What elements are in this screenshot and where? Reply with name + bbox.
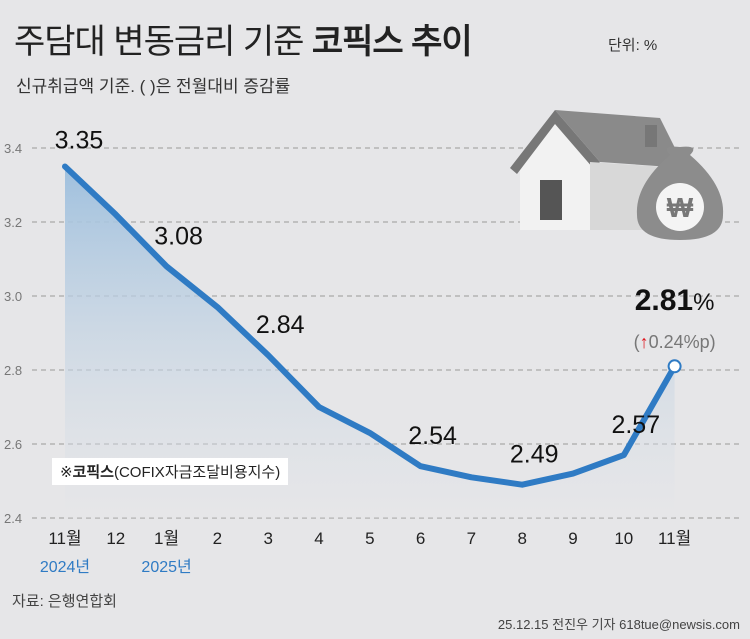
year-label: 2025년 bbox=[141, 558, 191, 576]
data-label: 2.57 bbox=[611, 411, 660, 439]
data-label: 2.49 bbox=[510, 441, 559, 469]
note-bold: 코픽스 bbox=[72, 464, 114, 481]
data-label: 2.84 bbox=[256, 311, 305, 339]
note-mark: ※ bbox=[60, 464, 73, 481]
up-arrow-icon: ↑ bbox=[640, 332, 649, 352]
change-label: (↑0.24%p) bbox=[634, 332, 716, 352]
note-text: (COFIX자금조달비용지수) bbox=[113, 464, 281, 481]
y-tick-label: 3.2 bbox=[4, 215, 22, 230]
x-tick-label: 6 bbox=[416, 529, 425, 548]
won-money-bag-icon: ₩ bbox=[636, 146, 724, 240]
x-tick-label: 7 bbox=[467, 529, 476, 548]
cofix-note: ※코픽스(COFIX자금조달비용지수) bbox=[52, 458, 289, 485]
x-tick-label: 11월 bbox=[48, 529, 81, 548]
y-tick-label: 3.4 bbox=[4, 141, 22, 156]
source: 자료: 은행연합회 bbox=[12, 593, 117, 610]
x-tick-label: 3 bbox=[263, 529, 272, 548]
area-fill bbox=[65, 166, 675, 518]
x-tick-label: 12 bbox=[106, 529, 125, 548]
subtitle: 신규취급액 기준. ( )은 전월대비 증감률 bbox=[16, 77, 291, 96]
page-title: 주담대 변동금리 기준 코픽스 추이 bbox=[14, 14, 473, 63]
data-label: 2.54 bbox=[408, 422, 457, 450]
year-label: 2024년 bbox=[40, 558, 90, 576]
y-tick-label: 3.0 bbox=[4, 289, 22, 304]
unit-label: 단위: % bbox=[608, 37, 658, 54]
y-tick-label: 2.4 bbox=[4, 511, 22, 526]
x-tick-label: 5 bbox=[365, 529, 374, 548]
x-tick-label: 8 bbox=[517, 529, 526, 548]
x-tick-label: 4 bbox=[314, 529, 323, 548]
data-point bbox=[667, 359, 682, 374]
data-label: 3.08 bbox=[154, 222, 203, 250]
title-main: 주담대 변동금리 기준 bbox=[14, 23, 312, 61]
title-emphasis: 코픽스 추이 bbox=[311, 23, 473, 61]
x-tick-label: 10 bbox=[614, 529, 633, 548]
data-label: 3.35 bbox=[55, 127, 104, 155]
series-line bbox=[62, 163, 678, 488]
y-tick-label: 2.8 bbox=[4, 363, 22, 378]
x-tick-label: 9 bbox=[568, 529, 577, 548]
credit: 25.12.15 전진우 기자 618tue@newsis.com bbox=[497, 617, 740, 632]
last-value-label: 2.81% bbox=[635, 284, 715, 317]
y-tick-label: 2.6 bbox=[4, 437, 22, 452]
x-tick-label: 2 bbox=[213, 529, 222, 548]
x-tick-label: 1월 bbox=[154, 529, 179, 548]
svg-text:₩: ₩ bbox=[667, 192, 694, 223]
x-tick-label: 11월 bbox=[658, 529, 691, 548]
